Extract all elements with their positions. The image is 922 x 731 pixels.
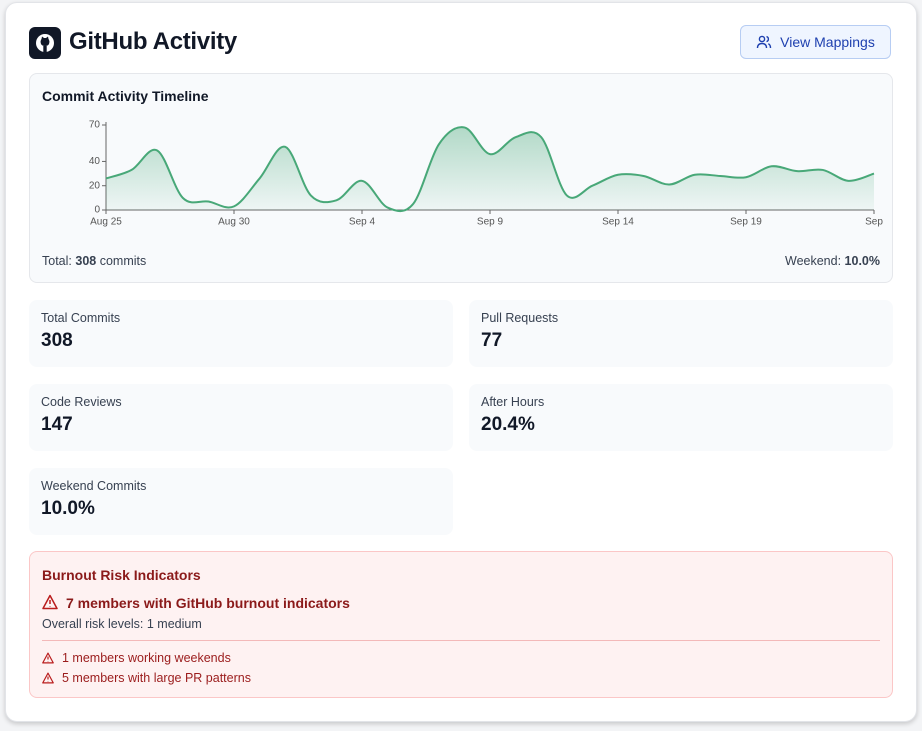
x-tick-label: Sep 9 [477,217,504,228]
y-tick-label: 20 [89,180,101,191]
risk-title: Burnout Risk Indicators [42,567,201,583]
line [105,126,875,213]
stat-value: 77 [481,330,503,351]
weekend-footer: Weekend: 10.0% [785,254,880,268]
users-icon [756,35,772,49]
risk-overall: Overall risk levels: 1 medium [42,617,202,631]
divider [42,640,880,641]
stat-card: Code Reviews 147 [29,384,453,451]
stat-card: After Hours 20.4% [469,384,893,451]
risk-item: 5 members with large PR patterns [62,671,251,685]
y-tick-label: 40 [89,156,101,167]
weekend-value: 10.0% [844,254,880,268]
total-label: Total: [42,254,72,268]
total-footer: Total: 308 commits [42,254,146,268]
warning-icon [42,652,54,664]
page-title: GitHub Activity [69,28,237,55]
stat-label: After Hours [481,395,545,409]
stat-label: Code Reviews [41,395,122,409]
button-label: View Mappings [780,34,875,50]
stat-value: 10.0% [41,498,95,519]
stat-label: Weekend Commits [41,479,147,493]
stat-value: 308 [41,330,73,351]
x-tick-label: Sep [865,217,883,228]
total-value: 308 [75,254,97,268]
area [106,127,874,212]
x-tick-label: Aug 25 [90,217,122,228]
x-tick-label: Sep 19 [730,217,762,228]
stat-value: 147 [41,414,73,435]
stat-card: Pull Requests 77 [469,300,893,367]
warning-icon [42,672,54,684]
y-tick-label: 0 [94,205,100,216]
stat-card: Weekend Commits 10.0% [29,468,453,535]
risk-item: 1 members working weekends [62,651,231,665]
stat-value: 20.4% [481,414,535,435]
y-tick-label: 70 [89,120,101,131]
chart-title: Commit Activity Timeline [42,88,209,104]
chart: 0 20 40 70 Aug 25 Aug 30 Sep 4 Sep 9 Sep 14 Sep 1… [89,120,883,228]
github-icon [29,27,61,59]
x-tick-label: Sep 14 [602,217,634,228]
warning-icon [42,594,58,610]
stat-label: Total Commits [41,311,121,325]
risk-panel: Burnout Risk Indicators 7 members with G… [29,551,893,698]
weekend-label: Weekend: [785,254,842,268]
x-tick-label: Sep 4 [349,217,376,228]
x-tick-label: Aug 30 [218,217,250,228]
risk-headline: 7 members with GitHub burnout indicators [66,595,350,611]
stat-card: Total Commits 308 [29,300,453,367]
stat-label: Pull Requests [481,311,559,325]
total-unit: commits [99,254,147,268]
view-mappings-button[interactable]: View Mappings [740,25,891,59]
